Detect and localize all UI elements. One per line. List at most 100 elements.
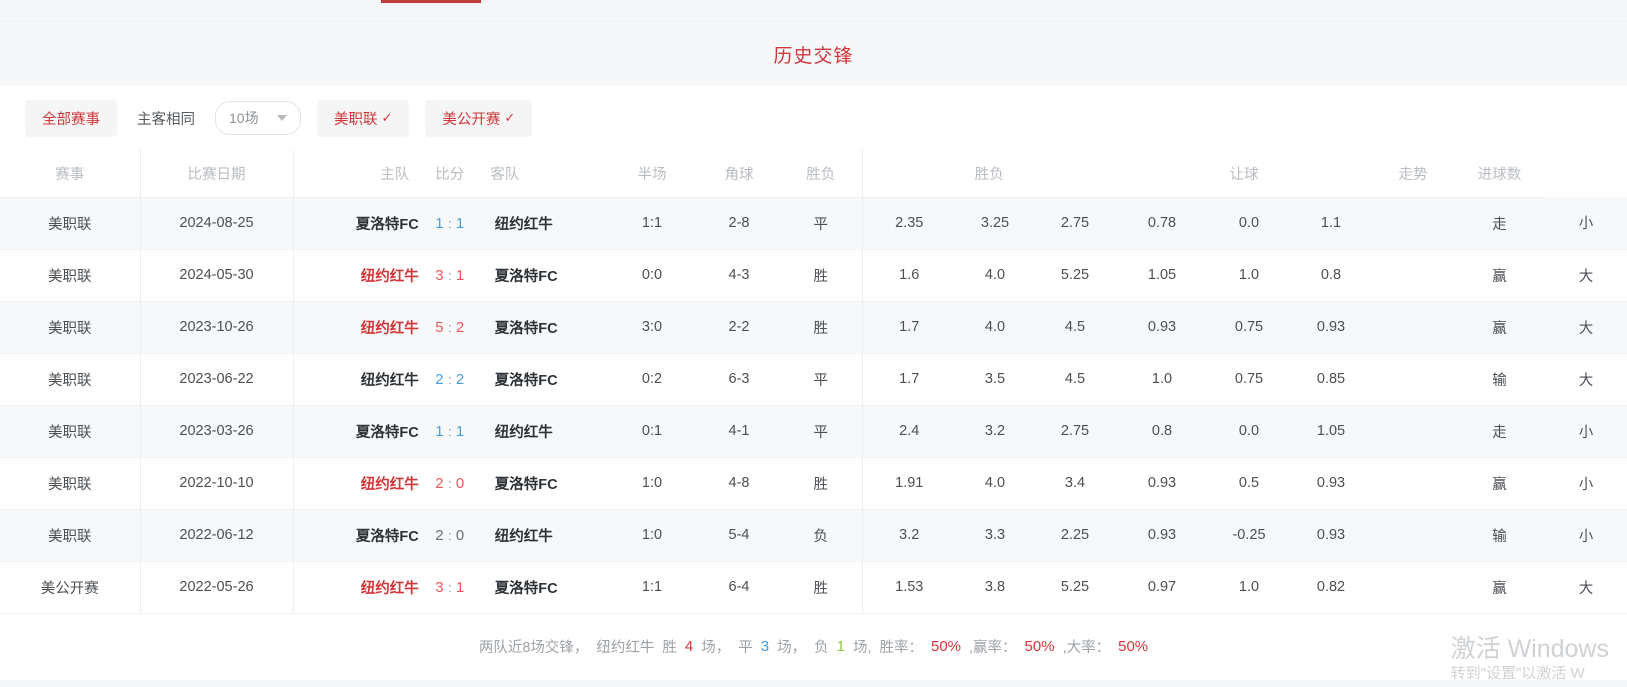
filter-bar: 全部赛事 主客相同 10场 美职联 ✓ 美公开赛 ✓	[0, 86, 1627, 150]
cell-date: 2022-10-10	[139, 457, 293, 510]
cell-handicap-line: 0.75	[1208, 301, 1290, 354]
filter-same-home-away[interactable]: 主客相同	[133, 100, 199, 137]
cell-corner: 6-4	[698, 561, 780, 614]
col-match: 主队 比分 客队	[292, 150, 606, 198]
summary-lose-count: 1	[836, 638, 845, 655]
filter-league-mls-label: 美职联	[334, 111, 378, 128]
cell-result: 平	[780, 353, 862, 406]
summary-winrate-label: 胜率：	[879, 640, 923, 656]
summary-profitrate-label: ,赢率：	[969, 640, 1017, 656]
cell-match: 夏洛特FC 1:1 纽约红牛	[292, 197, 606, 250]
content-card: 全部赛事 主客相同 10场 美职联 ✓ 美公开赛 ✓	[0, 86, 1627, 680]
summary-unit-2: 场，	[777, 640, 807, 656]
away-goals: 1	[455, 214, 465, 232]
summary-bar: 两队近8场交锋， 纽约红牛 胜 4 场， 平 3 场， 负 1 场, 胜率： 5…	[0, 613, 1627, 680]
summary-draw-label: 平	[738, 640, 753, 656]
chevron-down-icon	[277, 115, 287, 121]
home-goals: 5	[435, 318, 444, 336]
score-colon: :	[447, 423, 452, 439]
table-row[interactable]: 美职联 2023-03-26 夏洛特FC 1:1 纽约红牛 0:1 4-1 平 2.4 3.2 2.…	[0, 405, 1627, 458]
away-goals: 0	[455, 474, 465, 492]
cell-match: 纽约红牛 3:1 夏洛特FC	[292, 249, 606, 302]
cell-spacer	[1372, 561, 1455, 614]
cell-corner: 5-4	[698, 509, 780, 562]
filter-league-mls[interactable]: 美职联 ✓	[317, 99, 410, 137]
cell-match: 夏洛特FC 2:0 纽约红牛	[292, 509, 606, 562]
cell-trend: 赢	[1454, 561, 1546, 614]
col-trend: 走势	[1372, 150, 1455, 198]
cell-result: 胜	[780, 561, 862, 614]
table-row[interactable]: 美职联 2024-05-30 纽约红牛 3:1 夏洛特FC 0:0 4-3 胜 1.6 4.0 5.…	[0, 249, 1627, 302]
cell-date: 2024-05-30	[139, 249, 293, 302]
cell-handicap-home: 0.93	[1116, 301, 1208, 354]
cell-halftime: 3:0	[606, 301, 698, 354]
cell-corner: 4-8	[698, 457, 780, 510]
away-team-name: 纽约红牛	[494, 216, 553, 233]
score: 3:1	[419, 267, 481, 284]
cell-match: 纽约红牛 5:2 夏洛特FC	[292, 301, 606, 354]
summary-bigrate-label: ,大率：	[1062, 640, 1111, 656]
summary-unit-1: 场，	[701, 640, 731, 656]
cell-date: 2022-06-12	[139, 509, 293, 562]
score-colon: :	[447, 267, 452, 283]
cell-halftime: 0:1	[606, 405, 698, 458]
cell-trend: 走	[1454, 197, 1546, 250]
home-team-name: 纽约红牛	[360, 580, 419, 597]
cell-result: 负	[780, 509, 862, 562]
table-row[interactable]: 美职联 2023-06-22 纽约红牛 2:2 夏洛特FC 0:2 6-3 平 1.7 3.5 4.…	[0, 353, 1627, 406]
cell-handicap-away: 0.85	[1290, 353, 1373, 406]
cell-odds-away: 4.5	[1034, 353, 1116, 406]
head-to-head-table: 赛事 比赛日期 主队 比分 客队 半场 角球 胜负 胜负 让球 走势	[0, 150, 1627, 614]
cell-odds-away: 3.4	[1034, 457, 1116, 510]
cell-match: 纽约红牛 2:2 夏洛特FC	[292, 353, 606, 406]
col-league: 赛事	[0, 150, 140, 198]
cell-odds-draw: 3.5	[956, 353, 1034, 406]
cell-odds-home: 1.91	[861, 457, 956, 510]
cell-odds-draw: 4.0	[956, 249, 1034, 302]
cell-handicap-line: 0.0	[1208, 197, 1290, 250]
cell-goals: 小	[1545, 405, 1627, 458]
home-goals: 1	[435, 214, 444, 232]
summary-win-label: 胜	[662, 640, 677, 656]
cell-goals: 大	[1545, 353, 1627, 406]
home-team-name: 纽约红牛	[360, 268, 419, 285]
away-team-name: 纽约红牛	[494, 424, 553, 441]
table-row[interactable]: 美职联 2022-10-10 纽约红牛 2:0 夏洛特FC 1:0 4-8 胜 1.91 4.0 3…	[0, 457, 1627, 510]
away-team-name: 夏洛特FC	[494, 268, 558, 285]
home-team-name: 夏洛特FC	[355, 528, 419, 545]
score-colon: :	[447, 319, 452, 335]
away-team-name: 夏洛特FC	[494, 580, 558, 597]
cell-league: 美公开赛	[0, 561, 140, 614]
cell-goals: 小	[1545, 197, 1627, 250]
score-colon: :	[447, 475, 452, 491]
cell-halftime: 1:1	[606, 561, 698, 614]
cell-trend: 赢	[1454, 301, 1546, 354]
page-title: 历史交锋	[773, 45, 854, 67]
cell-handicap-away: 0.93	[1290, 457, 1373, 510]
score: 1:1	[419, 215, 481, 232]
filter-league-usopen[interactable]: 美公开赛 ✓	[425, 99, 533, 137]
cell-halftime: 1:0	[606, 509, 698, 562]
cell-goals: 大	[1545, 561, 1627, 614]
away-goals: 0	[455, 526, 465, 544]
away-team-name: 夏洛特FC	[494, 372, 558, 389]
score-colon: :	[447, 527, 452, 543]
away-goals: 1	[455, 422, 465, 440]
cell-halftime: 1:0	[606, 457, 698, 510]
table-row[interactable]: 美职联 2022-06-12 夏洛特FC 2:0 纽约红牛 1:0 5-4 负 3.2 3.3 2.…	[0, 509, 1627, 562]
cell-goals: 大	[1545, 249, 1627, 302]
match-count-select[interactable]: 10场	[215, 101, 301, 135]
cell-odds-away: 2.75	[1034, 197, 1116, 250]
table-row[interactable]: 美职联 2024-08-25 夏洛特FC 1:1 纽约红牛 1:1 2-8 平 2.35 3.25…	[0, 197, 1627, 250]
table-row[interactable]: 美职联 2023-10-26 纽约红牛 5:2 夏洛特FC 3:0 2-2 胜 1.7 4.0 4.…	[0, 301, 1627, 354]
check-icon: ✓	[381, 110, 393, 125]
filter-all-matches[interactable]: 全部赛事	[25, 99, 117, 137]
cell-corner: 4-3	[698, 249, 780, 302]
cell-odds-away: 2.25	[1034, 509, 1116, 562]
cell-trend: 输	[1454, 353, 1546, 406]
cell-spacer	[1372, 353, 1455, 406]
cell-odds-away: 4.5	[1034, 301, 1116, 354]
table-row[interactable]: 美公开赛 2022-05-26 纽约红牛 3:1 夏洛特FC 1:1 6-4 胜 1.53 3.8…	[0, 561, 1627, 614]
filter-same-home-away-label: 主客相同	[137, 111, 195, 128]
col-date: 比赛日期	[139, 150, 293, 198]
